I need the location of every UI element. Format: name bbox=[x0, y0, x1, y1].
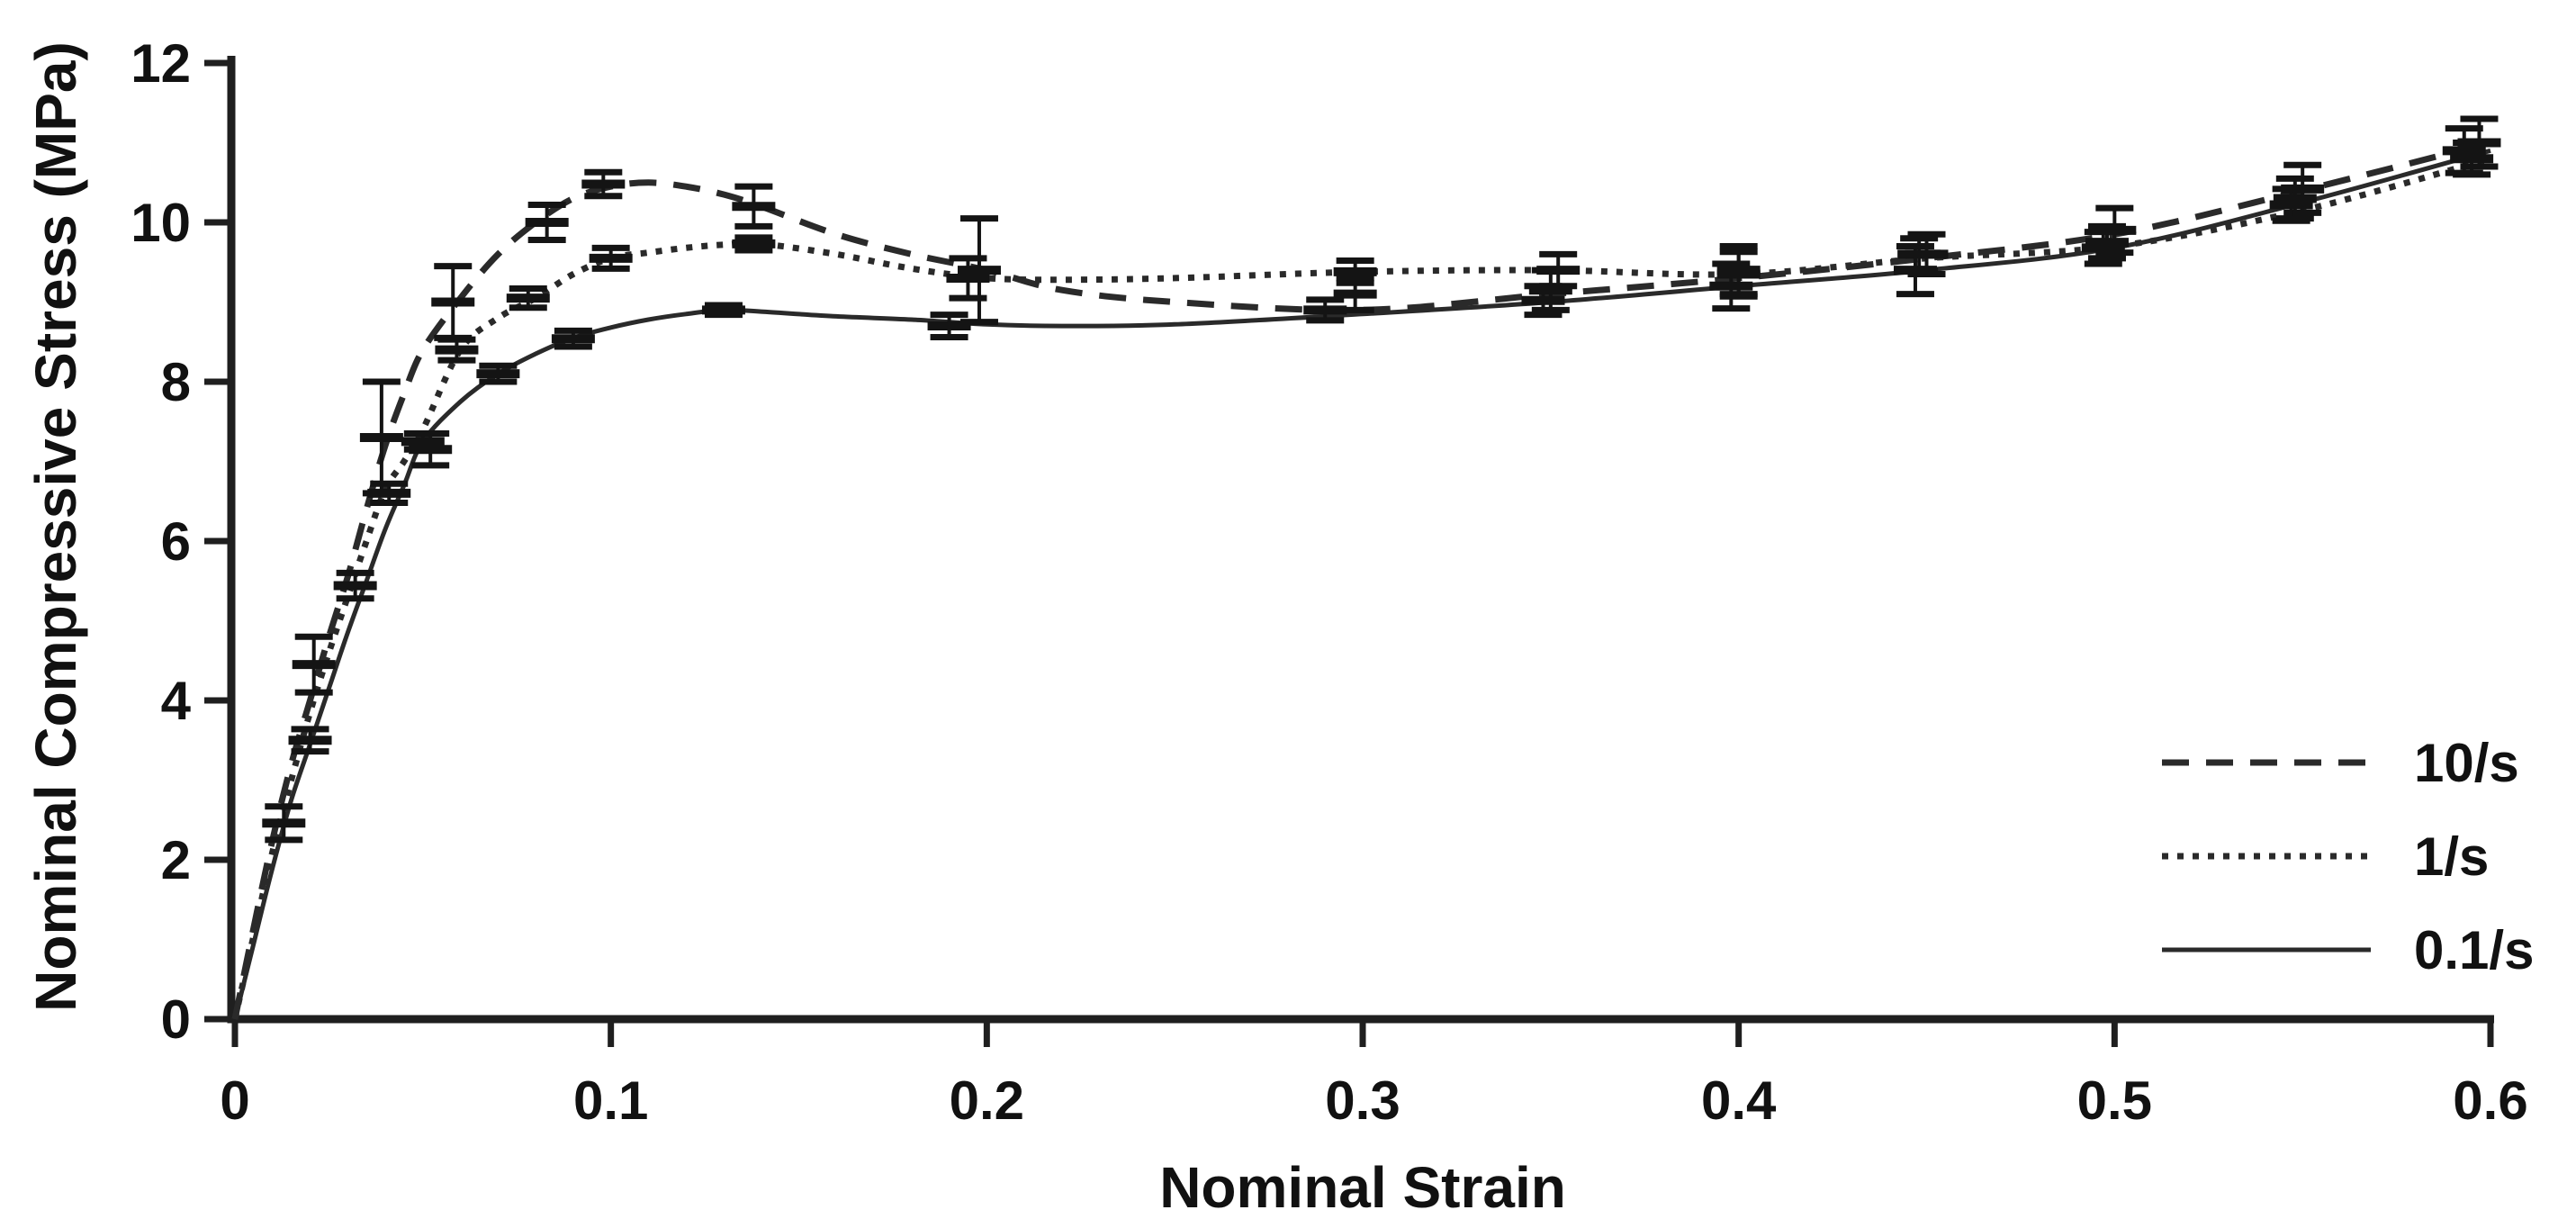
error-bar-01s bbox=[2081, 229, 2125, 267]
y-tick-label: 0 bbox=[161, 989, 191, 1050]
error-bar-10s bbox=[957, 215, 1001, 326]
error-bar-1s bbox=[1333, 257, 1377, 286]
error-bar-01s bbox=[1303, 296, 1347, 324]
error-bar-01s bbox=[476, 362, 520, 385]
legend: 10/s 1/s 0.1/s bbox=[2160, 716, 2576, 997]
y-tick-label: 6 bbox=[161, 511, 191, 572]
legend-line-sample-dashed bbox=[2162, 759, 2371, 766]
x-tick-label: 0.3 bbox=[1325, 1070, 1400, 1131]
error-bar-10s bbox=[525, 202, 569, 243]
legend-label: 10/s bbox=[2414, 732, 2519, 793]
error-bar-01s bbox=[2442, 125, 2486, 176]
x-tick-label: 0.1 bbox=[573, 1070, 648, 1131]
legend-item-01s: 0.1/s bbox=[2160, 903, 2576, 997]
error-bar-1s bbox=[589, 244, 633, 272]
error-bar-01s bbox=[1893, 243, 1937, 298]
error-bar-01s bbox=[401, 430, 445, 453]
y-tick-label: 10 bbox=[131, 193, 191, 253]
error-bar-1s bbox=[946, 255, 990, 302]
legend-label: 1/s bbox=[2414, 826, 2490, 887]
legend-line-sample-solid bbox=[2162, 947, 2371, 953]
y-axis-title: Nominal Compressive Stress (MPa) bbox=[23, 41, 88, 1012]
x-tick-label: 0.4 bbox=[1701, 1070, 1777, 1131]
y-tick-label: 8 bbox=[161, 352, 191, 412]
y-tick-label: 12 bbox=[131, 33, 191, 94]
error-bar-01s bbox=[1709, 260, 1753, 312]
error-bar-1s bbox=[367, 480, 411, 507]
x-tick-label: 0.5 bbox=[2077, 1070, 2152, 1131]
legend-line-sample-dotted bbox=[2162, 853, 2371, 860]
error-bar-10s bbox=[581, 168, 626, 200]
series-line-1s bbox=[231, 155, 2491, 1020]
error-bar-01s bbox=[288, 726, 332, 755]
legend-item-1s: 1/s bbox=[2160, 809, 2576, 903]
legend-item-10s: 10/s bbox=[2160, 716, 2576, 809]
error-bar-1s bbox=[333, 569, 377, 602]
error-bar-01s bbox=[551, 327, 595, 350]
error-bar-01s bbox=[262, 803, 306, 844]
error-bar-1s bbox=[435, 336, 479, 364]
error-bar-01s bbox=[701, 302, 745, 319]
x-tick-label: 0 bbox=[220, 1070, 249, 1131]
error-bar-1s bbox=[1897, 235, 1941, 274]
x-tick-label: 0.6 bbox=[2453, 1070, 2527, 1131]
error-bar-1s bbox=[732, 234, 776, 254]
error-bar-1s bbox=[506, 284, 550, 312]
error-bar-1s bbox=[2085, 222, 2129, 262]
x-tick-label: 0.2 bbox=[950, 1070, 1024, 1131]
legend-label: 0.1/s bbox=[2414, 919, 2535, 980]
error-bar-01s bbox=[1521, 283, 1565, 319]
error-bar-01s bbox=[927, 312, 971, 340]
error-bar-10s bbox=[292, 633, 336, 696]
error-bar-01s bbox=[2269, 185, 2313, 224]
x-axis-title: Nominal Strain bbox=[1159, 1155, 1566, 1220]
y-tick-label: 4 bbox=[161, 671, 192, 731]
error-bar-1s bbox=[1536, 250, 1581, 290]
error-bar-10s bbox=[732, 183, 776, 230]
y-tick-label: 2 bbox=[161, 830, 191, 890]
